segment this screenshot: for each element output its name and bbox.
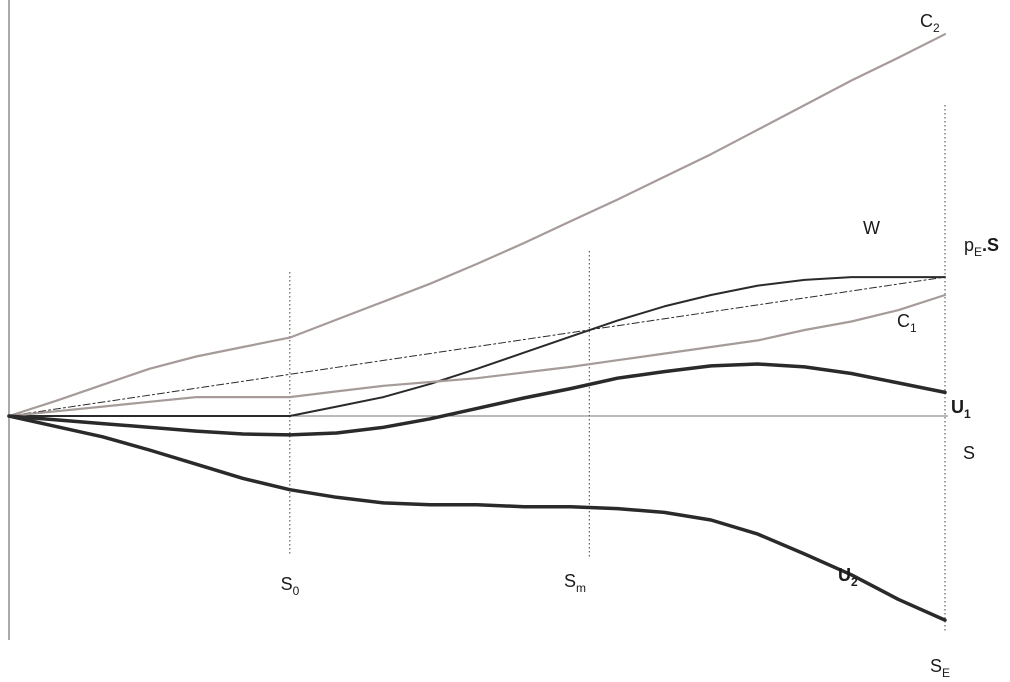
series-line-c1 — [7, 293, 947, 418]
marker-label-se-main: S — [930, 656, 942, 676]
series-line-u2 — [7, 414, 947, 622]
series-line-w — [8, 276, 946, 417]
series-label-pe-sub: E — [974, 245, 982, 259]
marker-label-sm-main: S — [564, 571, 576, 591]
series-label-pe-suffix: .S — [982, 235, 999, 255]
series-label-c2-main: C — [920, 11, 933, 31]
series-line-u1 — [7, 362, 947, 437]
series-label-c1-main: C — [897, 311, 910, 331]
series-label-c2: C2 — [920, 11, 940, 35]
series-lines — [7, 33, 947, 622]
marker-label-sm: Sm — [564, 571, 586, 595]
marker-label-s0-main: S — [281, 574, 293, 594]
series-label-pe-main: p — [964, 235, 974, 255]
series-label-u1-main: U — [951, 397, 964, 417]
marker-label-se: SE — [930, 656, 950, 680]
series-label-u2-main: U — [838, 565, 851, 585]
marker-lines — [289, 105, 946, 632]
marker-label-sm-sub: m — [576, 581, 586, 595]
series-label-u1: U1 — [951, 397, 971, 421]
series-label-u1-sub: 1 — [964, 407, 971, 421]
marker-label-s0-sub: 0 — [293, 584, 300, 598]
marker-label-s0: S0 — [281, 574, 300, 598]
marker-label-se-sub: E — [942, 666, 950, 680]
series-label-u2-sub: 2 — [851, 575, 858, 589]
series-label-w: W — [863, 218, 880, 238]
series-label-w-main: W — [863, 218, 880, 238]
series-label-u2: U2 — [838, 565, 858, 589]
series-label-c2-sub: 2 — [933, 21, 940, 35]
series-line-pe — [8, 276, 946, 417]
series-label-pe: pE.S — [964, 235, 999, 259]
x-axis-label-main: S — [963, 443, 975, 463]
series-line-c2 — [7, 33, 947, 418]
series-label-c1: C1 — [897, 311, 917, 335]
x-axis-label: S — [963, 443, 975, 463]
series-label-c1-sub: 1 — [910, 321, 917, 335]
